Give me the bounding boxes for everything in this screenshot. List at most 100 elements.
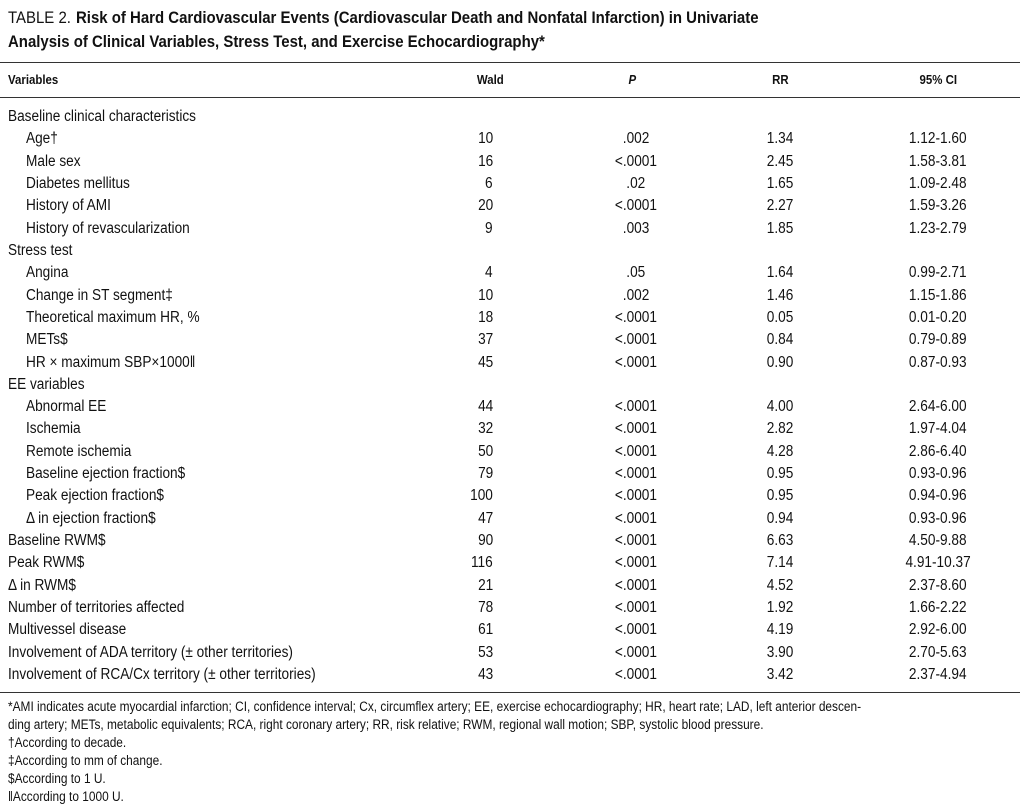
table-cell: <.0001 bbox=[614, 152, 658, 170]
rule bbox=[0, 62, 1020, 63]
table-cell: 6 bbox=[485, 174, 493, 192]
table-cell: 9 bbox=[485, 219, 493, 237]
table-cell: 1.64 bbox=[766, 264, 794, 282]
table-cell: 1.09-2.48 bbox=[909, 174, 967, 192]
table-label: TABLE 2. bbox=[8, 8, 71, 27]
table-title: Analysis of Clinical Variables, Stress T… bbox=[8, 32, 545, 51]
table-cell: 1.66-2.22 bbox=[909, 599, 967, 617]
variable-name: Baseline ejection fraction$ bbox=[26, 465, 186, 483]
table-cell: 1.65 bbox=[766, 174, 794, 192]
table-cell: 10 bbox=[477, 130, 493, 148]
table-cell: 0.95 bbox=[766, 487, 794, 505]
section-heading: Baseline clinical characteristics bbox=[8, 108, 197, 125]
table-cell: .002 bbox=[622, 130, 650, 148]
table-cell: 0.05 bbox=[766, 308, 794, 326]
table-cell: 78 bbox=[477, 599, 493, 617]
footnote: $According to 1 U. bbox=[8, 771, 106, 786]
variable-name: Δ in ejection fraction$ bbox=[26, 509, 156, 527]
variable-name: Involvement of ADA territory (± other te… bbox=[8, 643, 293, 661]
column-header: Variables bbox=[8, 72, 59, 87]
table-cell: 1.23-2.79 bbox=[909, 219, 967, 237]
table-cell: <.0001 bbox=[614, 487, 658, 505]
table-cell: <.0001 bbox=[614, 353, 658, 371]
table-cell: 1.97-4.04 bbox=[909, 420, 967, 438]
table-cell: 2.37-8.60 bbox=[909, 576, 967, 594]
table-cell: 1.15-1.86 bbox=[909, 286, 967, 304]
table-cell: 2.82 bbox=[766, 420, 794, 438]
table-cell: 20 bbox=[477, 197, 493, 215]
table-cell: 2.45 bbox=[766, 152, 794, 170]
table-cell: 21 bbox=[477, 576, 493, 594]
column-header: 95% CI bbox=[919, 72, 957, 87]
table-cell: 1.34 bbox=[766, 130, 794, 148]
table-cell: <.0001 bbox=[614, 643, 658, 661]
variable-name: Remote ischemia bbox=[26, 442, 132, 460]
table-cell: 4.19 bbox=[766, 621, 794, 639]
table-cell: 47 bbox=[477, 509, 493, 527]
variable-name: Diabetes mellitus bbox=[26, 174, 130, 192]
variable-name: Angina bbox=[26, 264, 69, 282]
variable-name: History of AMI bbox=[26, 197, 111, 215]
table-cell: 0.94-0.96 bbox=[909, 487, 967, 505]
table-cell: 10 bbox=[477, 286, 493, 304]
table-cell: 2.64-6.00 bbox=[909, 398, 967, 416]
table-cell: 0.84 bbox=[766, 331, 794, 349]
variable-name: Abnormal EE bbox=[26, 398, 107, 416]
table-cell: 0.90 bbox=[766, 353, 794, 371]
table-cell: 3.90 bbox=[766, 643, 794, 661]
table-cell: 2.92-6.00 bbox=[909, 621, 967, 639]
footnote: ‖According to 1000 U. bbox=[8, 789, 124, 804]
table-cell: <.0001 bbox=[614, 599, 658, 617]
table-cell: 1.46 bbox=[766, 286, 794, 304]
table-cell: <.0001 bbox=[614, 666, 658, 683]
table-cell: 7.14 bbox=[766, 554, 794, 572]
table-cell: 2.37-4.94 bbox=[909, 666, 967, 683]
column-header: Wald bbox=[476, 72, 504, 87]
variable-name: History of revascularization bbox=[26, 219, 190, 237]
table-cell: 1.58-3.81 bbox=[909, 152, 967, 170]
section-heading: EE variables bbox=[8, 375, 85, 393]
table-cell: 0.79-0.89 bbox=[909, 331, 967, 349]
table-cell: <.0001 bbox=[614, 442, 658, 460]
table-cell: 116 bbox=[471, 554, 493, 572]
table-cell: .002 bbox=[622, 286, 650, 304]
table-cell: <.0001 bbox=[614, 532, 658, 550]
table-cell: <.0001 bbox=[614, 554, 658, 572]
table-cell: 2.70-5.63 bbox=[909, 643, 967, 661]
table-cell: 50 bbox=[477, 442, 493, 460]
table-cell: 1.92 bbox=[766, 599, 794, 617]
table-cell: 0.93-0.96 bbox=[909, 509, 967, 527]
table-cell: 0.01-0.20 bbox=[909, 308, 967, 326]
table-cell: 18 bbox=[477, 308, 493, 326]
variable-name: Ischemia bbox=[26, 420, 81, 438]
table-cell: 0.93-0.96 bbox=[909, 465, 967, 483]
table-cell: <.0001 bbox=[614, 398, 658, 416]
table-cell: 79 bbox=[477, 465, 493, 483]
variable-name: Age† bbox=[26, 130, 58, 148]
table-cell: 0.94 bbox=[766, 509, 794, 527]
table-cell: 53 bbox=[477, 643, 493, 661]
table-cell: <.0001 bbox=[614, 308, 658, 326]
rule bbox=[0, 692, 1020, 693]
column-header: RR bbox=[771, 72, 789, 87]
table-cell: 32 bbox=[477, 420, 493, 438]
table-cell: 4.28 bbox=[766, 442, 794, 460]
variable-name: Theoretical maximum HR, % bbox=[26, 308, 200, 326]
column-header: P bbox=[628, 72, 636, 87]
table-cell: 0.99-2.71 bbox=[909, 264, 967, 282]
table-cell: .05 bbox=[626, 264, 646, 282]
variable-name: Male sex bbox=[26, 152, 81, 170]
table-cell: <.0001 bbox=[614, 465, 658, 483]
footnote: ding artery; METs, metabolic equivalents… bbox=[8, 717, 764, 732]
table-cell: 43 bbox=[477, 666, 493, 683]
table-cell: <.0001 bbox=[614, 331, 658, 349]
footnote: †According to decade. bbox=[8, 735, 127, 750]
variable-name: Multivessel disease bbox=[8, 621, 127, 639]
table-title: Risk of Hard Cardiovascular Events (Card… bbox=[75, 8, 759, 27]
table-cell: 61 bbox=[477, 621, 493, 639]
table-cell: .003 bbox=[622, 219, 650, 237]
footnote: ‡According to mm of change. bbox=[8, 753, 163, 768]
table-cell: 0.87-0.93 bbox=[909, 353, 967, 371]
table-cell: 0.95 bbox=[766, 465, 794, 483]
